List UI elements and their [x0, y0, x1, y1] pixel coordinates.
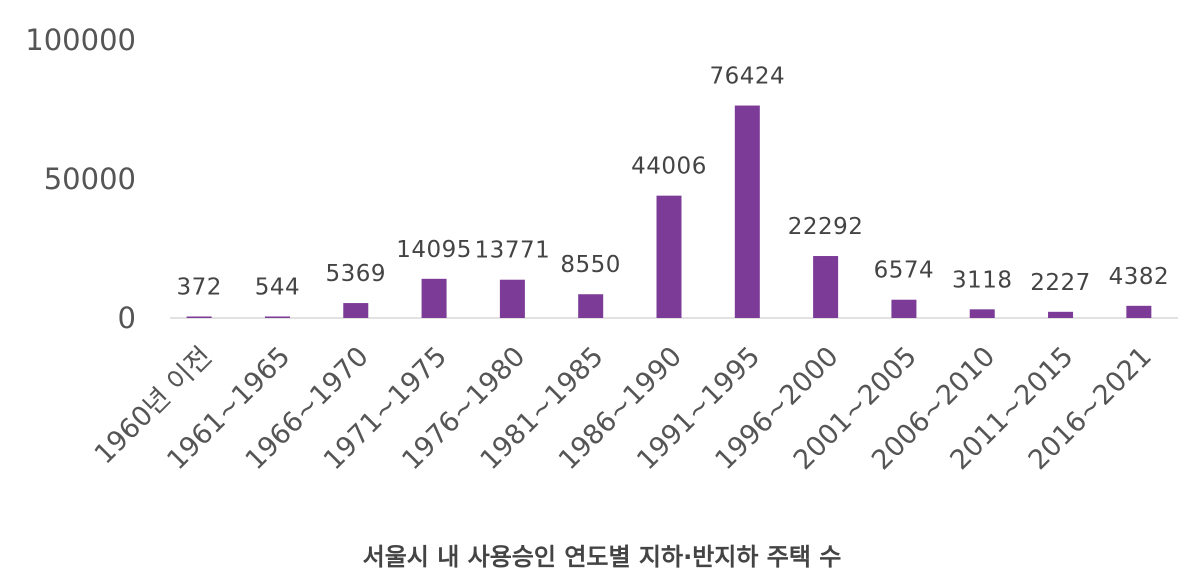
bar [969, 309, 995, 318]
data-label: 544 [255, 274, 300, 300]
bar [186, 316, 212, 318]
bar [1048, 311, 1074, 318]
data-labels-group: 372 544 5369 14095 13771 8550 44006 76424 22292 6… [176, 64, 1170, 301]
bar [578, 294, 604, 318]
bar [1126, 305, 1152, 318]
y-tick-label: 50000 [44, 162, 136, 196]
data-label: 8550 [560, 252, 621, 278]
data-label: 372 [176, 275, 221, 301]
bar [813, 256, 839, 318]
bar [656, 195, 682, 318]
data-label: 4382 [1109, 264, 1170, 290]
bars-group [186, 105, 1152, 318]
bar [264, 316, 290, 318]
data-label: 76424 [709, 64, 785, 90]
bar [891, 299, 917, 318]
y-axis: 0 50000 100000 [25, 23, 136, 335]
data-label: 3118 [952, 267, 1013, 293]
data-label: 6574 [874, 258, 935, 284]
data-label: 13771 [475, 238, 551, 264]
chart-title: 서울시 내 사용승인 연도별 지하·반지하 주택 수 [363, 543, 842, 571]
bar [499, 279, 525, 318]
data-label: 44006 [631, 154, 707, 180]
y-tick-label: 100000 [25, 23, 136, 57]
bar [421, 278, 447, 318]
x-axis: 1960년 이전1961~19651966~19701971~19751976~… [89, 341, 1158, 476]
data-label: 5369 [325, 261, 386, 287]
y-tick-label: 0 [118, 301, 136, 335]
bar [734, 105, 760, 318]
data-label: 2227 [1030, 270, 1091, 296]
data-label: 14095 [396, 237, 472, 263]
bar [343, 303, 369, 318]
data-label: 22292 [788, 214, 864, 240]
